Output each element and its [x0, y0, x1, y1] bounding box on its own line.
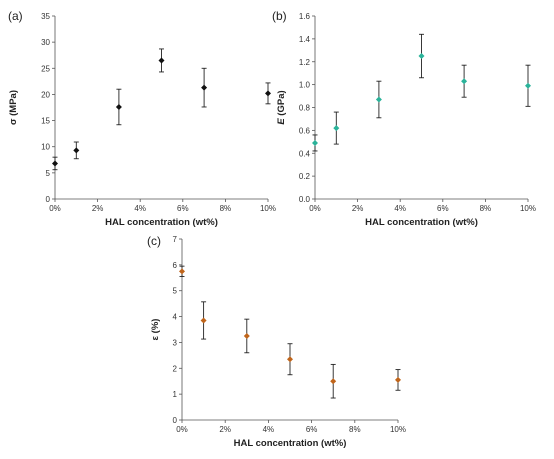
- panel-label: (c): [147, 234, 161, 248]
- y-tick-label: 1.0: [299, 81, 311, 90]
- y-tick-label: 35: [41, 12, 50, 21]
- data-point: [312, 139, 318, 146]
- x-tick-label: 4%: [394, 204, 406, 213]
- data-point: [201, 84, 208, 91]
- y-tick-label: 1.2: [299, 58, 311, 67]
- x-tick-label: 8%: [349, 425, 361, 434]
- x-tick-label: 2%: [219, 425, 231, 434]
- y-tick-label: 10: [41, 143, 50, 152]
- y-tick-label: 0.6: [299, 126, 311, 135]
- y-tick-label: 0.0: [299, 195, 311, 204]
- y-tick-label: 25: [41, 64, 50, 73]
- x-tick-label: 2%: [352, 204, 364, 213]
- data-point: [243, 332, 250, 339]
- y-tick-label: 0: [46, 195, 51, 204]
- x-tick-label: 4%: [134, 204, 146, 213]
- x-axis-label: HAL concentration (wt%): [105, 217, 218, 228]
- y-tick-label: 20: [41, 90, 50, 99]
- x-tick-label: 10%: [390, 425, 406, 434]
- data-point: [200, 317, 207, 324]
- panel-a-stress-chart: 0 5 10 15 20 25 30 35 0% 2% 4% 6% 8% 10% HAL concentra…: [8, 9, 276, 228]
- y-tick-label: 5: [173, 287, 178, 296]
- data-point: [395, 376, 401, 383]
- x-tick-label: 2%: [92, 204, 104, 213]
- x-tick-label: 4%: [263, 425, 275, 434]
- x-tick-label: 0%: [176, 425, 188, 434]
- y-tick-label: 1.6: [299, 12, 311, 21]
- y-tick-label: 30: [41, 38, 50, 47]
- x-axis-label: HAL concentration (wt%): [234, 438, 347, 449]
- x-tick-label: 6%: [177, 204, 189, 213]
- y-tick-label: 5: [46, 169, 51, 178]
- panel-label: (b): [272, 9, 287, 23]
- y-tick-label: 6: [173, 261, 178, 270]
- data-point: [418, 53, 425, 60]
- data-point: [330, 378, 337, 385]
- y-axis-label: σ (MPa): [8, 90, 19, 125]
- y-tick-label: 0.4: [299, 149, 311, 158]
- x-tick-label: 0%: [49, 204, 61, 213]
- data-point: [115, 103, 122, 110]
- x-tick-label: 6%: [437, 204, 449, 213]
- data-point: [73, 147, 80, 154]
- data-point: [158, 57, 165, 64]
- panel-c-strain-chart: 0 1 2 3 4 5 6 7 0% 2% 4% 6% 8% 10% HAL concentration (…: [147, 234, 406, 449]
- x-axis-label: HAL concentration (wt%): [365, 217, 478, 228]
- y-tick-label: 1: [173, 390, 178, 399]
- panel-b-modulus-chart: 0.0 0.2 0.4 0.6 0.8 1.0 1.2 1.4 1.6 0% 2% 4% 6% 8% 10%…: [272, 9, 536, 228]
- data-point: [333, 125, 340, 132]
- y-tick-label: 2: [173, 364, 178, 373]
- y-tick-label: 7: [173, 235, 178, 244]
- x-tick-label: 6%: [306, 425, 318, 434]
- y-tick-label: 4: [173, 313, 178, 322]
- x-tick-label: 10%: [520, 204, 536, 213]
- data-point: [52, 160, 58, 167]
- y-axis-label: E (GPa): [276, 90, 287, 124]
- data-point: [179, 268, 185, 275]
- data-point: [461, 78, 468, 85]
- y-tick-label: 3: [173, 338, 178, 347]
- data-point: [265, 90, 271, 97]
- x-tick-label: 10%: [260, 204, 276, 213]
- panel-label: (a): [8, 9, 23, 23]
- y-tick-label: 0.2: [299, 172, 311, 181]
- x-tick-label: 0%: [309, 204, 321, 213]
- y-axis-label: ε (%): [150, 319, 161, 341]
- data-point: [375, 96, 382, 103]
- data-point: [287, 356, 293, 363]
- y-tick-label: 0: [173, 416, 178, 425]
- y-tick-label: 0.8: [299, 104, 311, 113]
- y-tick-label: 1.4: [299, 35, 311, 44]
- x-tick-label: 8%: [220, 204, 232, 213]
- x-tick-label: 8%: [480, 204, 492, 213]
- y-tick-label: 15: [41, 117, 50, 126]
- data-point: [525, 82, 531, 89]
